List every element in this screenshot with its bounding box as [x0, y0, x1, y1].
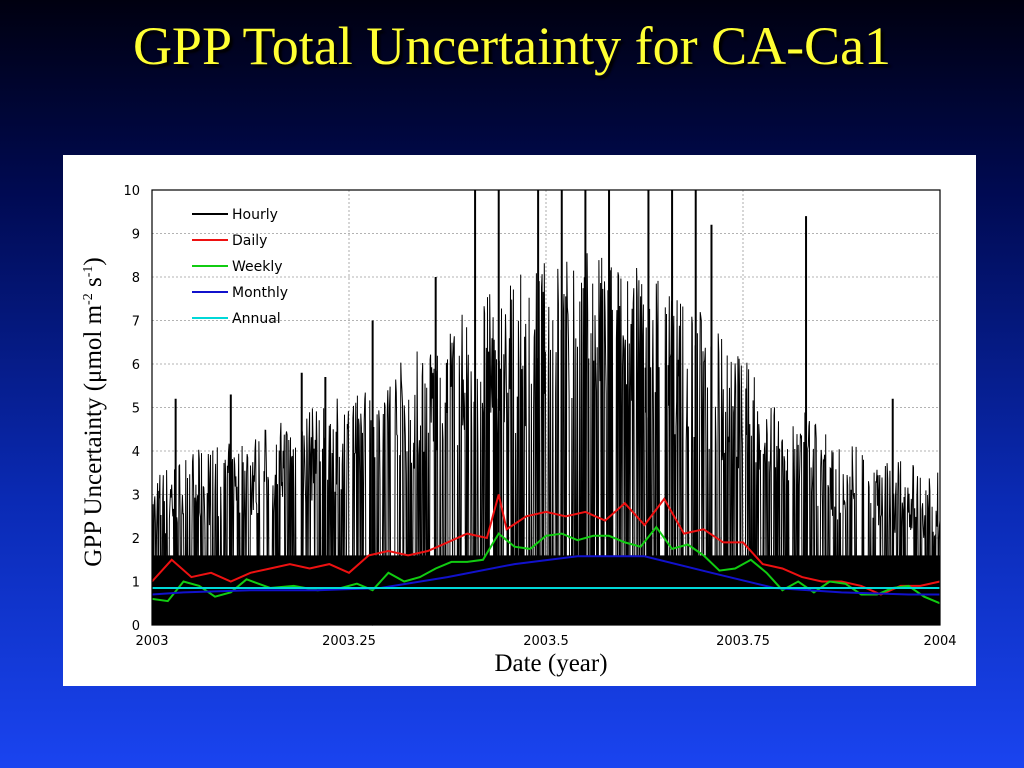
slide-title: GPP Total Uncertainty for CA-Ca1 [132, 16, 892, 76]
y-tick-label: 0 [132, 619, 140, 634]
x-axis-label: Date (year) [494, 650, 608, 677]
x-tick-label: 2004 [923, 634, 956, 649]
y-tick-label: 6 [132, 358, 140, 373]
y-tick-label: 4 [132, 445, 140, 460]
y-tick-label: 8 [132, 271, 140, 286]
series-weekly-line [151, 525, 941, 605]
plot-frame [151, 189, 941, 626]
legend-label-weekly: Weekly [232, 259, 283, 275]
legend-label-annual: Annual [232, 311, 281, 327]
series-daily-line [151, 494, 941, 596]
x-tick-label: 2003 [135, 634, 168, 649]
y-tick-label: 5 [132, 402, 140, 417]
y-tick-label: 2 [132, 532, 140, 547]
legend-label-daily: Daily [232, 233, 267, 249]
legend-label-hourly: Hourly [232, 207, 278, 223]
series-layer [151, 190, 941, 627]
series-monthly-line [151, 555, 940, 596]
y-tick-label: 9 [132, 228, 140, 243]
legend-label-monthly: Monthly [232, 285, 288, 301]
tick-layer: 2003 2003.25 2003.5 2003.75 2004 0 1 2 3 4 5 6 7 8 9 10 [123, 184, 956, 649]
x-tick-label: 2003.25 [322, 634, 376, 649]
y-tick-label: 1 [132, 576, 140, 591]
legend: Hourly Daily Weekly Monthly Annual [192, 207, 288, 327]
x-tick-label: 2003.75 [716, 634, 770, 649]
x-tick-label: 2003.5 [523, 634, 569, 649]
y-tick-label: 10 [123, 184, 140, 199]
y-tick-label: 7 [132, 315, 140, 330]
y-tick-label: 3 [132, 489, 140, 504]
